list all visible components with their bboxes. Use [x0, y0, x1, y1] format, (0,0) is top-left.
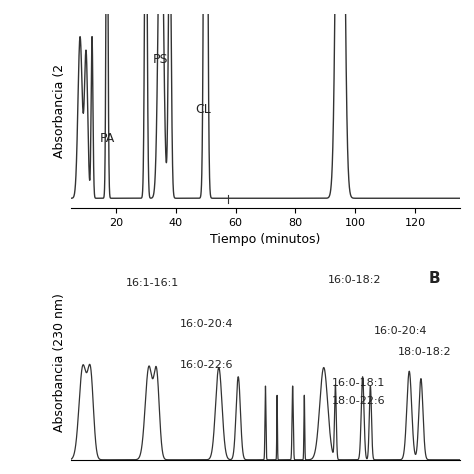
Text: 16:0-18:1: 16:0-18:1: [331, 378, 385, 388]
Text: 16:0-20:4: 16:0-20:4: [180, 319, 233, 329]
Text: 16:0-18:2: 16:0-18:2: [328, 274, 381, 285]
Text: 16:0-22:6: 16:0-22:6: [180, 360, 233, 370]
Text: CL: CL: [195, 103, 210, 116]
X-axis label: Tiempo (minutos): Tiempo (minutos): [210, 233, 320, 246]
Text: B: B: [428, 271, 440, 286]
Y-axis label: Absorbancia (230 nm): Absorbancia (230 nm): [53, 293, 65, 432]
Text: PA: PA: [100, 132, 115, 145]
Y-axis label: Absorbancia (2: Absorbancia (2: [53, 64, 65, 158]
Text: 16:1-16:1: 16:1-16:1: [126, 278, 179, 288]
Text: 18:0-22:6: 18:0-22:6: [331, 396, 385, 406]
Text: 18:0-18:2: 18:0-18:2: [398, 346, 451, 356]
Text: 16:0-20:4: 16:0-20:4: [374, 326, 428, 337]
Text: PS: PS: [153, 53, 169, 66]
